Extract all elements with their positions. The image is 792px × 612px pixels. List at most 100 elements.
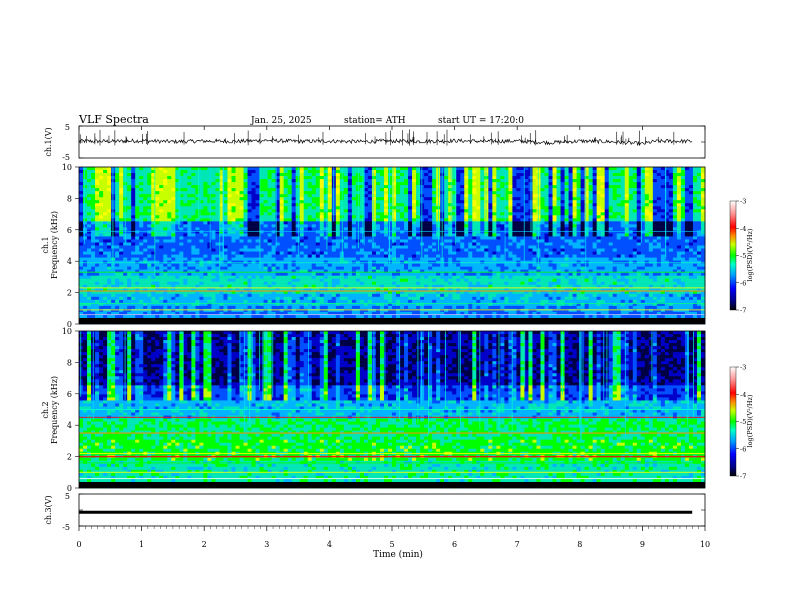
- spectrogram-cell: [259, 254, 264, 258]
- spectrogram-cell: [175, 215, 180, 219]
- spectrogram-cell: [91, 257, 96, 261]
- spectrogram-cell: [692, 179, 698, 183]
- spectrogram-cell: [564, 188, 569, 192]
- spectrogram-cell: [636, 200, 642, 204]
- spectrogram-cell: [135, 176, 140, 180]
- spectrogram-cell: [79, 179, 84, 183]
- spectrogram-cell: [532, 182, 537, 186]
- spectrogram-cell: [227, 212, 232, 216]
- spectrogram-cell: [644, 170, 650, 174]
- spectrogram-cell: [420, 257, 425, 261]
- spectrogram-cell: [155, 206, 160, 210]
- spectrogram-cell: [444, 251, 449, 255]
- spectrogram-cell: [283, 197, 289, 201]
- spectrogram-cell: [243, 209, 248, 213]
- spectrogram-cell: [131, 194, 136, 198]
- spectrogram-cell: [171, 188, 176, 192]
- spectrogram-cell: [347, 245, 353, 249]
- spectrogram-cell: [584, 170, 590, 174]
- spectrogram-cell: [363, 188, 369, 192]
- spectrogram-cell: [504, 245, 509, 249]
- spectrogram-cell: [696, 170, 702, 174]
- spectrogram-cell: [315, 233, 321, 237]
- spectrogram-cell: [251, 203, 256, 207]
- spectrogram-cell: [628, 167, 634, 171]
- spectrogram-cell: [556, 194, 561, 198]
- spectrogram-cell: [596, 242, 602, 246]
- spectrogram-cell: [331, 245, 337, 249]
- spectrogram-cell: [484, 236, 489, 240]
- spectrogram-cell: [327, 227, 333, 231]
- spectrogram-cell: [91, 197, 96, 201]
- spectrogram-cell: [656, 221, 662, 225]
- spectrogram-cell: [99, 167, 104, 171]
- spectrogram-cell: [387, 170, 393, 174]
- spectrogram-cell: [159, 230, 164, 234]
- spectrogram-cell: [387, 260, 393, 265]
- spectrogram-cell: [155, 236, 160, 240]
- spectrogram-cell: [203, 218, 208, 222]
- spectrogram-cell: [219, 245, 224, 249]
- spectrogram-cell: [460, 179, 465, 183]
- spectrogram-cell: [267, 194, 273, 198]
- spectrogram-cell: [119, 200, 124, 204]
- spectrogram-cell: [472, 245, 477, 249]
- spectrogram-cell: [91, 167, 96, 171]
- spectrogram-cell: [412, 215, 417, 219]
- spectrogram-cell: [271, 218, 277, 222]
- spectrogram-cell: [596, 173, 602, 177]
- spectrogram-cell: [576, 176, 581, 180]
- spectrogram-cell: [207, 173, 212, 177]
- spectrogram-cell: [684, 257, 690, 261]
- spectrogram-cell: [103, 218, 108, 222]
- spectrogram-cell: [131, 209, 136, 213]
- spectrogram-cell: [668, 239, 674, 243]
- spectrogram-cell: [592, 176, 598, 180]
- spectrogram-cell: [315, 218, 321, 222]
- spectrogram-cell: [115, 209, 120, 213]
- spectrogram-cell: [287, 206, 293, 210]
- spectrogram-cell: [195, 197, 200, 201]
- spectrogram-cell: [564, 245, 569, 249]
- spectrogram-cell: [572, 236, 577, 240]
- spectrogram-cell: [203, 167, 208, 171]
- spectrogram-cell: [576, 182, 581, 186]
- spectrogram-cell: [480, 167, 485, 171]
- spectrogram-cell: [283, 170, 289, 174]
- spectrogram-cell: [488, 251, 493, 255]
- spectrogram-cell: [608, 188, 614, 192]
- spectrogram-cell: [243, 257, 248, 261]
- spectrogram-cell: [672, 242, 678, 246]
- spectrogram-cell: [600, 224, 606, 228]
- spectrogram-cell: [452, 257, 457, 261]
- spectrogram-cell: [191, 260, 196, 265]
- spectrogram-cell: [307, 209, 313, 213]
- spectrogram-cell: [351, 230, 357, 234]
- spectrogram-cell: [259, 233, 264, 237]
- spectrogram-cell: [636, 173, 642, 177]
- spectrogram-cell: [207, 215, 212, 219]
- spectrogram-cell: [452, 167, 457, 171]
- spectrogram-cell: [279, 173, 285, 177]
- spectrogram-cell: [267, 227, 273, 231]
- spectrogram-cell: [432, 248, 437, 252]
- spectrogram-cell: [524, 197, 529, 201]
- spectrogram-cell: [223, 221, 228, 225]
- spectrogram-cell: [588, 191, 594, 195]
- spectrogram-cell: [584, 188, 590, 192]
- spectrogram-cell: [347, 176, 353, 180]
- spectrogram-cell: [560, 212, 565, 216]
- spectrogram-cell: [392, 224, 397, 228]
- spectrogram-cell: [688, 194, 694, 198]
- spectrogram-cell: [319, 176, 325, 180]
- spectrogram-cell: [315, 236, 321, 240]
- spectrogram-cell: [211, 218, 216, 222]
- spectrogram-cell: [688, 170, 694, 174]
- spectrogram-cell: [231, 230, 236, 234]
- spectrogram-cell: [396, 233, 401, 237]
- spectrogram-cell: [648, 191, 654, 195]
- spectrogram-cell: [572, 251, 577, 255]
- spectrogram-cell: [516, 179, 521, 183]
- spectrogram-cell: [620, 203, 626, 207]
- spectrogram-cell: [604, 212, 610, 216]
